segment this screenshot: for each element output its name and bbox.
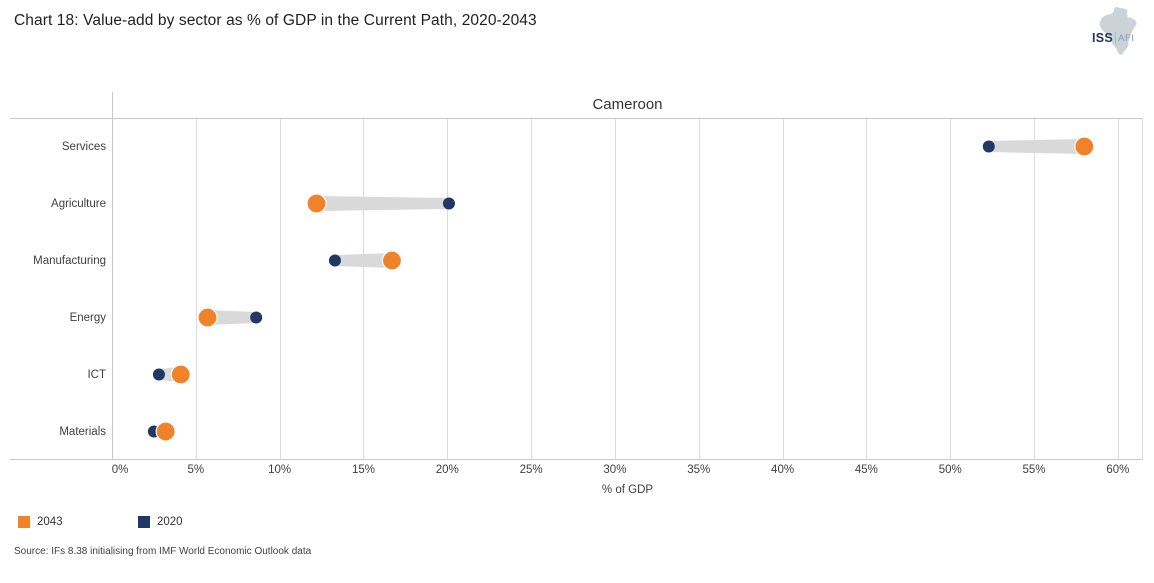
x-tick-label-45: 45% — [854, 464, 878, 476]
gridline-45 — [866, 119, 868, 460]
source-note: Source: IFs 8.38 initialising from IMF W… — [14, 546, 312, 557]
connector-manufacturing — [334, 253, 392, 268]
dumbbell-layer — [147, 136, 1095, 442]
gridline-15 — [363, 119, 365, 460]
dot-2043-agriculture — [306, 193, 327, 214]
y-label-materials: Materials — [59, 425, 106, 438]
gridline-25 — [531, 119, 533, 460]
dot-2043-services — [1074, 136, 1095, 157]
logo-text-iss: ISS — [1092, 31, 1114, 45]
plot-area — [112, 118, 1143, 460]
gridline-5 — [195, 119, 197, 460]
x-tick-label-10: 10% — [268, 464, 292, 476]
dot-2043-ict — [170, 364, 191, 385]
gridline-50 — [950, 119, 952, 460]
x-tick-label-25: 25% — [519, 464, 543, 476]
gridline-35 — [698, 119, 700, 460]
legend: 2043 2020 — [18, 516, 258, 528]
dot-2043-materials — [155, 421, 176, 442]
gridline-20 — [447, 119, 449, 460]
logo-divider — [1115, 32, 1117, 44]
legend-item-2043: 2043 — [18, 516, 138, 528]
legend-item-2020: 2020 — [138, 516, 258, 528]
connector-energy — [207, 310, 257, 325]
facet-title: Cameroon — [592, 96, 663, 113]
iss-afi-logo: ISS AFI — [1084, 5, 1146, 55]
legend-swatch-2043 — [18, 516, 30, 528]
y-label-manufacturing: Manufacturing — [33, 254, 106, 267]
y-label-agriculture: Agriculture — [51, 197, 106, 210]
y-label-ict: ICT — [87, 368, 106, 381]
africa-map-icon — [1099, 6, 1137, 55]
y-axis-line — [112, 92, 113, 460]
legend-label-2043: 2043 — [37, 516, 63, 528]
chart-title: Chart 18: Value-add by sector as % of GD… — [14, 12, 537, 29]
y-label-energy: Energy — [69, 311, 106, 324]
dot-2020-manufacturing — [328, 254, 341, 267]
connector-agriculture — [316, 196, 449, 211]
x-tick-label-60: 60% — [1106, 464, 1130, 476]
legend-label-2020: 2020 — [157, 516, 183, 528]
x-tick-label-55: 55% — [1022, 464, 1046, 476]
dot-2020-agriculture — [442, 197, 455, 210]
x-tick-label-40: 40% — [771, 464, 795, 476]
logo-wordmark: ISS AFI — [1092, 31, 1135, 45]
dot-2043-energy — [197, 307, 218, 328]
x-tick-label-15: 15% — [351, 464, 375, 476]
gridline-40 — [782, 119, 784, 460]
dot-2020-ict — [152, 368, 165, 381]
dot-2043-manufacturing — [381, 250, 403, 271]
dot-2020-energy — [250, 311, 263, 324]
x-tick-label-50: 50% — [938, 464, 962, 476]
x-tick-label-5: 5% — [187, 464, 205, 476]
connector-services — [988, 139, 1085, 154]
x-tick-label-20: 20% — [435, 464, 459, 476]
x-tick-label-0: 0% — [111, 464, 129, 476]
gridline-55 — [1034, 119, 1036, 460]
dot-2020-services — [982, 140, 995, 153]
x-axis-title: % of GDP — [601, 484, 654, 496]
gridline-10 — [279, 119, 281, 460]
y-label-services: Services — [61, 140, 106, 153]
logo-text-afi: AFI — [1118, 32, 1135, 44]
x-tick-label-30: 30% — [603, 464, 627, 476]
gridline-30 — [614, 119, 616, 460]
legend-swatch-2020 — [138, 516, 150, 528]
plot-frame — [10, 118, 1143, 460]
gridline-60 — [1117, 119, 1119, 460]
x-tick-label-35: 35% — [687, 464, 711, 476]
